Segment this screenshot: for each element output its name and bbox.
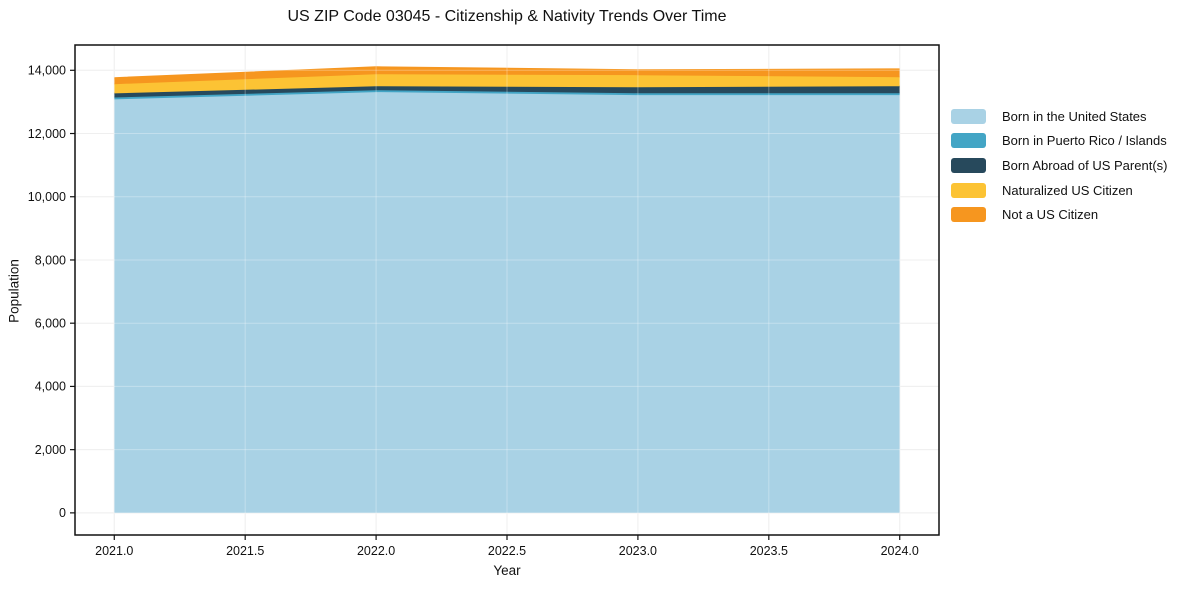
- y-tick-label: 6,000: [35, 316, 66, 330]
- legend-item-label: Born Abroad of US Parent(s): [1002, 157, 1168, 173]
- legend-item: Naturalized US Citizen: [951, 178, 1167, 203]
- x-tick-label: 2023.0: [619, 544, 657, 558]
- area-born-abroad-of-us-parent-s: [114, 86, 900, 98]
- area-born-in-the-united-states: [114, 92, 900, 513]
- y-tick-label: 8,000: [35, 253, 66, 267]
- area-topline-not-a-us-citizen: [114, 66, 900, 80]
- legend-swatch: [951, 207, 986, 223]
- x-tick-label: 2021.5: [226, 544, 264, 558]
- y-tick-label: 12,000: [28, 127, 66, 141]
- legend-swatch: [951, 157, 986, 173]
- chart-title: US ZIP Code 03045 - Citizenship & Nativi…: [287, 8, 727, 25]
- y-tick-label: 2,000: [35, 443, 66, 457]
- legend-item: Born Abroad of US Parent(s): [951, 153, 1167, 178]
- legend-item-label: Naturalized US Citizen: [1002, 182, 1133, 198]
- y-axis-label: Population: [6, 259, 22, 323]
- legend-item-label: Born in the United States: [1002, 108, 1147, 124]
- legend-swatch: [951, 133, 986, 149]
- y-tick-label: 4,000: [35, 380, 66, 394]
- area-topline-born-abroad-of-us-parent-s: [114, 85, 900, 95]
- area-not-a-us-citizen: [114, 67, 900, 85]
- x-tick-label: 2024.0: [881, 544, 919, 558]
- legend-item: Born in Puerto Rico / Islands: [951, 129, 1167, 154]
- y-tick-label: 14,000: [28, 64, 66, 78]
- legend-item: Born in the United States: [951, 104, 1167, 129]
- x-tick-label: 2023.5: [750, 544, 788, 558]
- x-tick-label: 2022.5: [488, 544, 526, 558]
- legend-item-label: Born in Puerto Rico / Islands: [1002, 133, 1167, 149]
- legend-item: Not a US Citizen: [951, 202, 1167, 227]
- legend-swatch: [951, 182, 986, 198]
- legend-item-label: Not a US Citizen: [1002, 207, 1099, 223]
- legend: Born in the United States Born in Puerto …: [951, 104, 1167, 227]
- x-tick-label: 2022.0: [357, 544, 395, 558]
- x-axis-label: Year: [493, 563, 521, 578]
- area-naturalized-us-citizen: [114, 74, 900, 94]
- legend-swatch: [951, 108, 986, 124]
- x-tick-label: 2021.0: [95, 544, 133, 558]
- y-tick-label: 0: [59, 506, 66, 520]
- y-tick-label: 10,000: [28, 190, 66, 204]
